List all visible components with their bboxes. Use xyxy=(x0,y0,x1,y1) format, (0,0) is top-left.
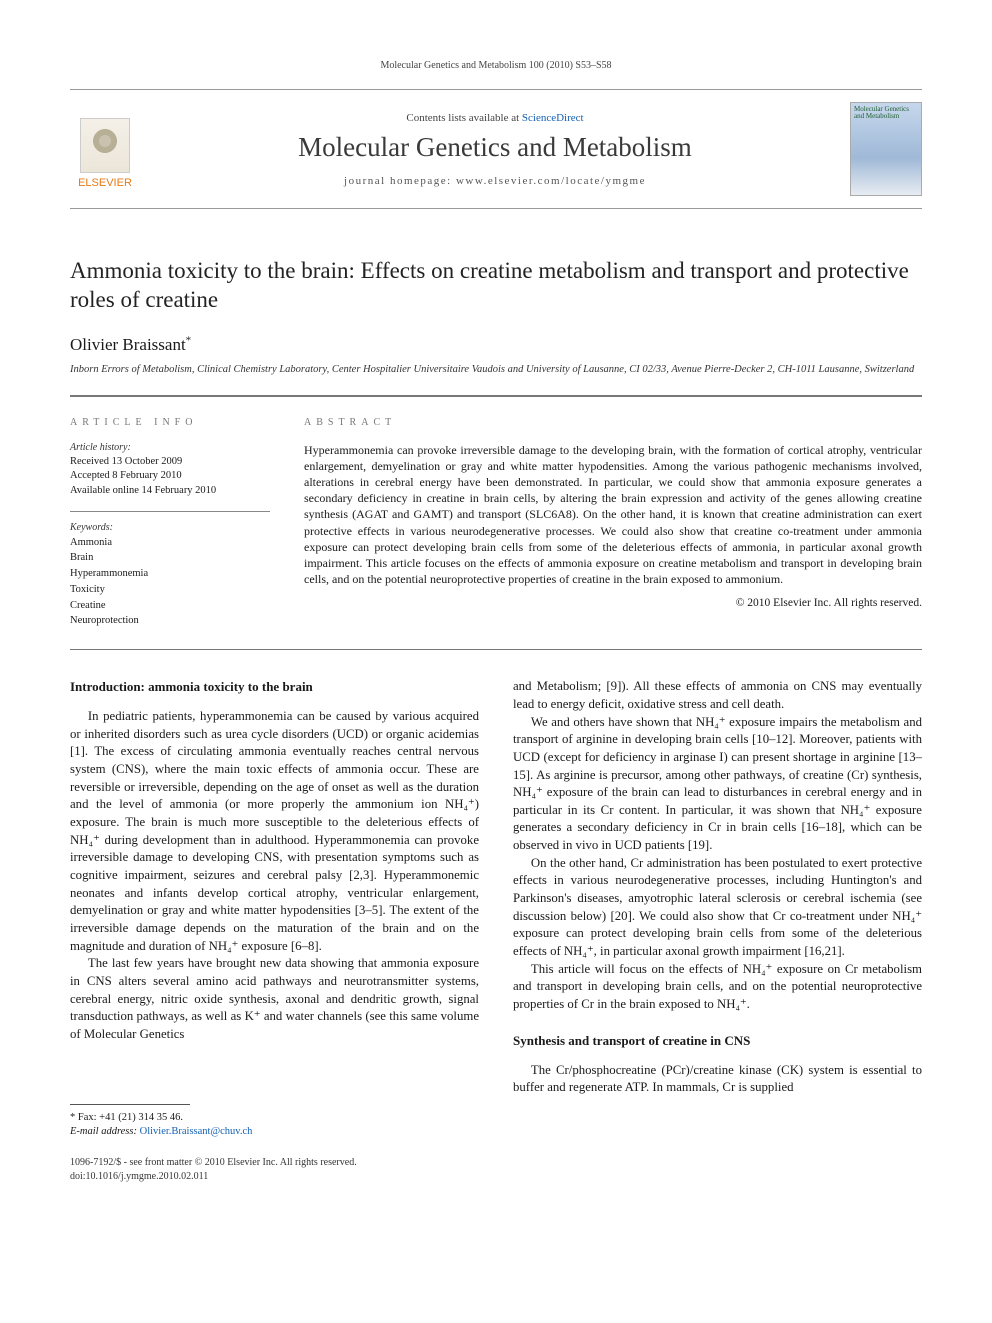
body-paragraph: The Cr/phosphocreatine (PCr)/creatine ki… xyxy=(513,1062,922,1097)
contents-line: Contents lists available at ScienceDirec… xyxy=(158,112,832,124)
keyword: Hyperammonemia xyxy=(70,566,270,582)
keywords-label: Keywords: xyxy=(70,522,270,533)
running-header: Molecular Genetics and Metabolism 100 (2… xyxy=(70,60,922,71)
front-matter-line: 1096-7192/$ - see front matter © 2010 El… xyxy=(70,1156,479,1170)
elsevier-logo: ELSEVIER xyxy=(70,109,140,189)
doi-line: doi:10.1016/j.ymgme.2010.02.011 xyxy=(70,1170,479,1184)
corresponding-email-link[interactable]: Olivier.Braissant@chuv.ch xyxy=(140,1126,253,1137)
body-paragraph: On the other hand, Cr administration has… xyxy=(513,855,922,961)
front-matter-meta: 1096-7192/$ - see front matter © 2010 El… xyxy=(70,1156,479,1183)
elsevier-tree-icon xyxy=(80,118,130,173)
abstract-copyright: © 2010 Elsevier Inc. All rights reserved… xyxy=(304,597,922,609)
article-info-column: ARTICLE INFO Article history: Received 1… xyxy=(70,397,270,630)
footnote-block: * Fax: +41 (21) 314 35 46. E-mail addres… xyxy=(70,1104,479,1140)
article-info-heading: ARTICLE INFO xyxy=(70,417,270,428)
body-paragraph: and Metabolism; [9]). All these effects … xyxy=(513,678,922,713)
keyword: Creatine xyxy=(70,598,270,614)
keyword: Toxicity xyxy=(70,582,270,598)
keyword: Ammonia xyxy=(70,535,270,551)
journal-name: Molecular Genetics and Metabolism xyxy=(158,132,832,163)
article-title: Ammonia toxicity to the brain: Effects o… xyxy=(70,257,922,315)
corresponding-marker: * xyxy=(186,334,192,346)
body-columns: Introduction: ammonia toxicity to the br… xyxy=(70,678,922,1183)
sciencedirect-link[interactable]: ScienceDirect xyxy=(522,112,584,124)
body-paragraph: We and others have shown that NH₄⁺ expos… xyxy=(513,714,922,855)
abstract-column: ABSTRACT Hyperammonemia can provoke irre… xyxy=(304,397,922,630)
section-heading-intro: Introduction: ammonia toxicity to the br… xyxy=(70,678,479,696)
info-divider xyxy=(70,511,270,512)
rule xyxy=(70,649,922,650)
section-heading-synthesis: Synthesis and transport of creatine in C… xyxy=(513,1032,922,1050)
corresponding-fax: * Fax: +41 (21) 314 35 46. xyxy=(70,1111,479,1126)
history-label: Article history: xyxy=(70,442,270,453)
masthead: ELSEVIER Contents lists available at Sci… xyxy=(70,89,922,209)
right-column: and Metabolism; [9]). All these effects … xyxy=(513,678,922,1183)
abstract-heading: ABSTRACT xyxy=(304,417,922,428)
history-received: Received 13 October 2009 xyxy=(70,455,270,470)
abstract-text: Hyperammonemia can provoke irreversible … xyxy=(304,442,922,588)
affiliation: Inborn Errors of Metabolism, Clinical Ch… xyxy=(70,363,922,377)
left-column: Introduction: ammonia toxicity to the br… xyxy=(70,678,479,1183)
body-paragraph: This article will focus on the effects o… xyxy=(513,961,922,1014)
body-paragraph: The last few years have brought new data… xyxy=(70,955,479,1043)
cover-thumb-text: Molecular Genetics and Metabolism xyxy=(854,106,918,120)
history-accepted: Accepted 8 February 2010 xyxy=(70,469,270,484)
footnote-rule xyxy=(70,1104,190,1105)
body-paragraph: In pediatric patients, hyperammonemia ca… xyxy=(70,708,479,955)
journal-homepage: journal homepage: www.elsevier.com/locat… xyxy=(158,175,832,187)
publisher-label: ELSEVIER xyxy=(78,177,132,189)
contents-prefix: Contents lists available at xyxy=(406,112,521,124)
journal-cover-thumbnail: Molecular Genetics and Metabolism xyxy=(850,102,922,196)
keyword: Brain xyxy=(70,550,270,566)
author-text: Olivier Braissant xyxy=(70,335,186,354)
keyword: Neuroprotection xyxy=(70,613,270,629)
history-online: Available online 14 February 2010 xyxy=(70,484,270,499)
author-name: Olivier Braissant* xyxy=(70,335,922,355)
email-label: E-mail address: xyxy=(70,1126,137,1137)
